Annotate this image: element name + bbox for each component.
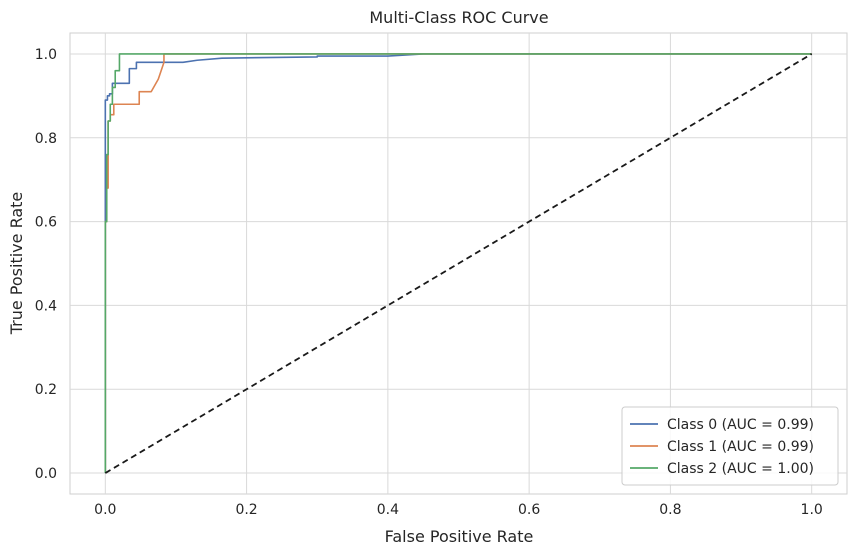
x-axis-title: False Positive Rate [385, 527, 534, 546]
y-tick-label: 0.6 [35, 215, 57, 231]
legend-label: Class 0 (AUC = 0.99) [667, 417, 814, 433]
x-tick-label: 0.4 [377, 502, 399, 518]
x-tick-label: 0.2 [235, 502, 257, 518]
series-lines [104, 53, 813, 474]
y-tick-label: 0.8 [35, 131, 57, 147]
x-tick-label: 0.0 [94, 502, 116, 518]
legend: Class 0 (AUC = 0.99) Class 1 (AUC = 0.99)… [621, 406, 839, 486]
grid-lines [70, 33, 847, 494]
y-tick-label: 0.0 [35, 466, 57, 482]
legend-label: Class 2 (AUC = 1.00) [667, 461, 814, 477]
y-axis-title: True Positive Rate [7, 192, 26, 336]
chart-title: Multi-Class ROC Curve [369, 8, 548, 27]
y-tick-label: 0.2 [35, 382, 57, 398]
legend-box [621, 406, 839, 486]
chance-diagonal-line [104, 53, 813, 474]
x-tick-label: 0.6 [518, 502, 540, 518]
y-tick-label: 1.0 [35, 47, 57, 63]
roc-series-line-2 [104, 53, 812, 474]
x-tick-label: 0.8 [659, 502, 681, 518]
roc-series-line-0 [104, 53, 812, 474]
tick-labels: 0.0 0.2 0.4 0.6 0.8 1.0 0.0 0.2 0.4 0.6 0.8 1.0 [35, 47, 823, 518]
y-tick-label: 0.4 [35, 298, 57, 314]
x-tick-label: 1.0 [801, 502, 823, 518]
legend-label: Class 1 (AUC = 0.99) [667, 439, 814, 455]
